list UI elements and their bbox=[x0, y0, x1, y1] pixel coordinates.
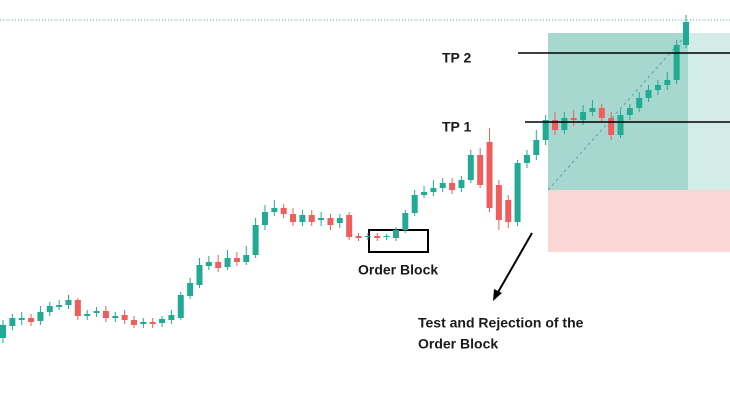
candle-body bbox=[102, 311, 109, 318]
candle-body bbox=[683, 22, 689, 45]
candle-body bbox=[177, 295, 184, 318]
candle-body bbox=[46, 306, 53, 312]
candle-body bbox=[626, 108, 633, 115]
candle-body bbox=[486, 142, 493, 208]
candle-body bbox=[261, 212, 268, 225]
candle-body bbox=[168, 315, 175, 320]
candle-body bbox=[374, 236, 381, 238]
candle-body bbox=[617, 115, 624, 135]
candle-body bbox=[56, 305, 63, 307]
candle-body bbox=[9, 318, 16, 326]
candle-body bbox=[570, 118, 577, 120]
candle-body bbox=[523, 155, 530, 163]
candle-body bbox=[402, 213, 409, 230]
candles bbox=[0, 15, 689, 343]
candle-body bbox=[0, 325, 6, 338]
candle-body bbox=[364, 236, 371, 237]
candle-body bbox=[74, 300, 81, 316]
candle-body bbox=[392, 230, 399, 238]
candle-body bbox=[327, 218, 334, 225]
target-zone-extension bbox=[688, 33, 730, 190]
candle-body bbox=[112, 316, 119, 318]
candle-body bbox=[280, 208, 287, 214]
candle-body bbox=[411, 195, 418, 213]
candle-body bbox=[421, 192, 428, 195]
candle-body bbox=[318, 218, 325, 220]
candle-body bbox=[355, 236, 362, 238]
stop-zone bbox=[548, 190, 730, 252]
take-profit-label: TP 2 bbox=[442, 50, 472, 66]
candle-body bbox=[308, 215, 315, 222]
candle-body bbox=[93, 311, 100, 313]
candle-body bbox=[28, 318, 35, 322]
candle-body bbox=[458, 180, 465, 188]
candle-body bbox=[598, 108, 605, 118]
arrow-line bbox=[496, 232, 533, 295]
candle-body bbox=[561, 118, 568, 130]
candle-body bbox=[589, 108, 596, 112]
candle-body bbox=[542, 120, 549, 140]
candle-body bbox=[149, 322, 156, 324]
candle-body bbox=[243, 255, 250, 262]
candle-body bbox=[346, 215, 353, 237]
candle-body bbox=[336, 218, 343, 223]
candle-body bbox=[430, 188, 437, 192]
candle-body bbox=[159, 319, 166, 323]
candle-body bbox=[84, 314, 91, 316]
candle-body bbox=[467, 155, 474, 180]
candle-body bbox=[673, 45, 680, 80]
candle-body bbox=[130, 320, 137, 325]
candle-body bbox=[290, 214, 297, 222]
annotation: Test and Rejection of the bbox=[418, 315, 584, 331]
candle-body bbox=[215, 262, 222, 268]
candle-body bbox=[477, 155, 484, 185]
candle-body bbox=[439, 183, 446, 188]
candle-body bbox=[580, 112, 587, 120]
candle-body bbox=[196, 265, 203, 285]
candle-body bbox=[383, 236, 390, 237]
annotation: Order Block bbox=[358, 262, 438, 278]
candle-body bbox=[514, 163, 521, 222]
candle-body bbox=[121, 315, 128, 320]
candle-body bbox=[187, 283, 194, 296]
arrow-head bbox=[493, 289, 502, 301]
candle-body bbox=[495, 185, 502, 220]
candle-body bbox=[645, 90, 652, 98]
candle-body bbox=[252, 225, 259, 255]
annotation: Order Block bbox=[418, 336, 498, 352]
candle-body bbox=[608, 118, 615, 135]
candle-body bbox=[205, 262, 212, 266]
candle-body bbox=[505, 200, 512, 222]
candle-body bbox=[299, 215, 306, 222]
candle-body bbox=[552, 120, 559, 130]
candle-body bbox=[37, 312, 44, 321]
candle-body bbox=[533, 140, 540, 155]
trade-path bbox=[547, 32, 689, 191]
candle-body bbox=[224, 258, 231, 267]
candle-body bbox=[140, 322, 147, 324]
candle-body bbox=[664, 80, 671, 85]
candle-body bbox=[654, 85, 661, 90]
candle-body bbox=[65, 300, 72, 305]
candle-body bbox=[449, 183, 456, 190]
candle-body bbox=[271, 208, 278, 212]
take-profit-label: TP 1 bbox=[442, 119, 472, 135]
candle-body bbox=[636, 98, 643, 108]
candle-body bbox=[233, 258, 240, 262]
candle-body bbox=[18, 318, 25, 320]
